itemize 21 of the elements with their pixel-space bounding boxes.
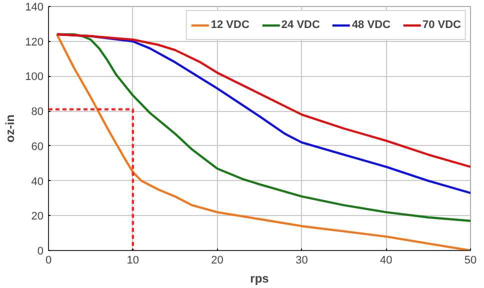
x-tick-label: 0 [45,254,52,266]
y-tick-label: 0 [37,246,44,258]
legend-label: 24 VDC [281,19,320,31]
x-tick-label: 50 [464,254,477,266]
legend-label: 70 VDC [422,19,461,31]
line-series [56,33,470,168]
x-tick-label: 40 [380,254,392,266]
x-tick-label: 10 [126,254,140,266]
y-tick-label: 20 [31,210,44,223]
y-axis-title: oz-in [3,114,18,142]
y-tick-label: 140 [25,2,44,14]
x-tick-label: 30 [296,254,308,266]
y-tick-label: 100 [25,71,44,84]
x-tick-label: 20 [211,254,224,266]
y-tick-label: 120 [25,36,44,48]
x-axis-title: rps [250,272,270,286]
legend-label: 48 VDC [352,19,390,31]
legend-label: 12 VDC [210,19,250,31]
y-tick-label: 40 [31,176,44,188]
y-tick-label: 80 [31,106,44,118]
y-tick-label: 60 [31,140,44,153]
